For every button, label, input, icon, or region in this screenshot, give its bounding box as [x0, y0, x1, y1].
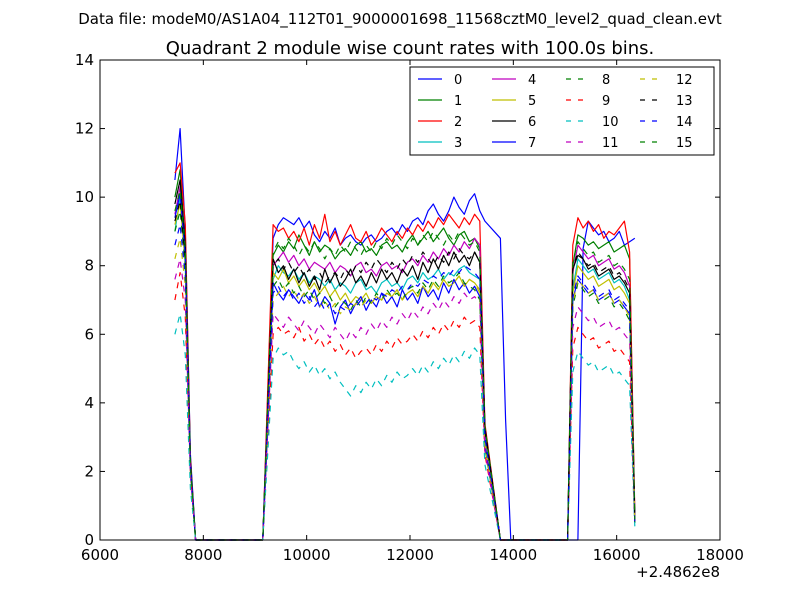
x-tick-label: 12000 [386, 546, 434, 564]
legend-label-5: 5 [528, 94, 536, 109]
y-tick-label: 10 [75, 188, 94, 206]
legend-label-15: 15 [676, 136, 693, 151]
y-tick-label: 0 [84, 531, 94, 549]
legend-label-4: 4 [528, 73, 536, 88]
y-tick-label: 14 [75, 51, 94, 69]
legend-label-6: 6 [528, 115, 536, 130]
x-tick-label: 18000 [696, 546, 744, 564]
series-line-11 [174, 258, 636, 541]
y-tick-label: 2 [84, 462, 94, 480]
legend-label-11: 11 [602, 136, 619, 151]
x-tick-label: 10000 [283, 546, 331, 564]
figure-suptitle: Data file: modeM0/AS1A04_112T01_90000016… [78, 10, 722, 29]
legend-label-8: 8 [602, 73, 610, 88]
legend-label-0: 0 [454, 73, 462, 88]
chart-title: Quadrant 2 module wise count rates with … [166, 38, 655, 59]
legend-frame [409, 66, 715, 156]
legend-label-13: 13 [676, 94, 693, 109]
legend-label-9: 9 [602, 94, 610, 109]
legend-label-12: 12 [676, 73, 693, 88]
x-tick-label: 6000 [81, 546, 119, 564]
x-offset-label: +2.4862e8 [636, 563, 720, 581]
legend-label-7: 7 [528, 136, 536, 151]
ticks-layer: 6000 8000 10000 12000 14000 16000 180000246810… [75, 51, 744, 564]
y-tick-label: 8 [84, 257, 94, 275]
y-tick-label: 6 [84, 325, 94, 343]
legend-label-1: 1 [454, 94, 462, 109]
legend-label-3: 3 [454, 136, 462, 151]
legend-label-2: 2 [454, 115, 462, 130]
x-tick-label: 16000 [593, 546, 641, 564]
legend-label-10: 10 [602, 115, 619, 130]
legend-label-14: 14 [676, 115, 693, 130]
y-tick-label: 12 [75, 120, 94, 138]
x-tick-label: 8000 [184, 546, 222, 564]
x-tick-label: 14000 [489, 546, 537, 564]
y-tick-label: 4 [84, 394, 94, 412]
